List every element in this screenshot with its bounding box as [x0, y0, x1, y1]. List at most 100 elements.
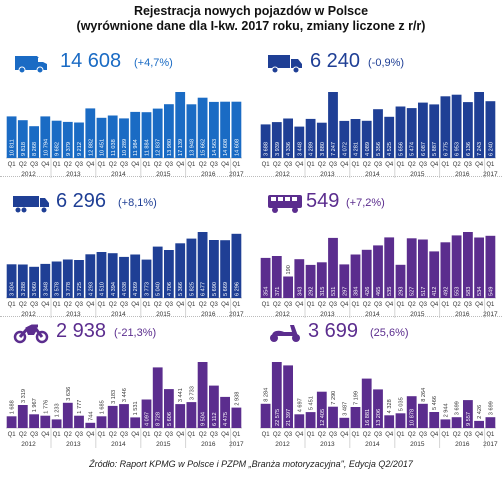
bar: [6, 264, 17, 298]
bar: [485, 101, 496, 158]
bar: [141, 259, 152, 298]
data-label: 8 728: [156, 412, 162, 426]
quarter-tick-label: Q3: [120, 162, 129, 168]
quarter-tick-label: Q1: [53, 432, 62, 438]
quarter-tick-label: Q1: [307, 162, 316, 168]
quarter-tick-label: Q1: [142, 302, 151, 308]
data-label: 5 825: [189, 282, 195, 296]
data-label: 9 379: [66, 142, 72, 156]
bar: [175, 404, 186, 428]
bar: [485, 417, 496, 428]
year-label: 2012: [21, 441, 36, 448]
bar: [350, 119, 361, 158]
quarter-tick-label: Q4: [295, 162, 304, 168]
data-label: 13 948: [189, 139, 195, 156]
panel-header: 3 699 (25,6%): [258, 318, 498, 348]
quarter-tick-label: Q3: [165, 162, 174, 168]
bar: [74, 415, 84, 428]
quarter-tick-label: Q4: [176, 302, 185, 308]
bar: [350, 254, 361, 298]
quarter-tick-label: Q3: [329, 432, 338, 438]
quarter-tick-label: Q2: [363, 162, 372, 168]
bar-chart: 3 688 Q1 3 939 Q2 4 336 Q3 3 448 Q4 4 289 Q1 3 880…: [260, 92, 498, 178]
year-label: 2012: [275, 171, 290, 178]
bar: [96, 252, 107, 298]
quarter-tick-label: Q2: [273, 162, 282, 168]
panel-vans: 14 608 (+4,7%) 10 811 Q1 9 818 Q2 8 268 Q3 10 …: [4, 48, 244, 183]
quarter-tick-label: Q4: [41, 162, 50, 168]
data-label: 6 775: [443, 142, 449, 156]
title-line-1: Rejestracja nowych pojazdów w Polsce: [133, 4, 369, 18]
bus-icon: [268, 195, 302, 213]
data-label: 492: [443, 287, 449, 296]
quarter-tick-label: Q3: [120, 432, 129, 438]
main-value: 6 296: [56, 190, 107, 212]
bar: [316, 122, 327, 158]
quarter-tick-label: Q1: [97, 302, 106, 308]
year-label: 2017: [229, 441, 244, 448]
quarter-tick-label: Q2: [453, 162, 462, 168]
quarter-tick-label: Q1: [262, 432, 271, 438]
quarter-tick-label: Q2: [154, 162, 163, 168]
year-label: 2015: [156, 441, 171, 448]
quarter-tick-label: Q1: [8, 432, 17, 438]
quarter-tick-label: Q1: [486, 162, 495, 168]
bar: [260, 403, 271, 428]
bar: [51, 419, 62, 428]
data-label: 8 264: [421, 388, 427, 402]
bar: [339, 417, 350, 428]
year-label: 2015: [410, 171, 425, 178]
bar: [271, 256, 282, 298]
data-label: 6 477: [201, 282, 207, 296]
quarter-tick-label: Q3: [75, 432, 84, 438]
quarter-tick-label: Q3: [165, 302, 174, 308]
bar: [418, 102, 428, 158]
quarter-tick-label: Q4: [475, 302, 484, 308]
data-label: 5 656: [399, 142, 405, 156]
data-label: 13 206: [376, 409, 382, 426]
bar: [316, 262, 327, 298]
bar: [74, 260, 84, 298]
data-label: 7 243: [477, 142, 483, 156]
bar: [96, 416, 107, 428]
data-label: 3 487: [342, 402, 348, 416]
quarter-tick-label: Q2: [453, 302, 462, 308]
bar: [339, 120, 350, 158]
quarter-tick-label: Q3: [329, 162, 338, 168]
year-label: 2016: [201, 311, 216, 318]
bar: [6, 416, 17, 428]
quarter-tick-label: Q3: [374, 302, 383, 308]
bar: [175, 92, 186, 158]
bar: [164, 104, 174, 158]
data-label: 315: [320, 287, 326, 296]
data-label: 11 884: [145, 139, 151, 156]
quarter-tick-label: Q3: [329, 302, 338, 308]
data-label: 6 953: [455, 142, 461, 156]
quarter-tick-label: Q4: [131, 432, 140, 438]
data-label: 3 348: [43, 282, 49, 296]
quarter-tick-label: Q2: [318, 162, 327, 168]
data-label: 13 980: [167, 139, 173, 156]
main-value: 2 938: [56, 320, 107, 342]
data-label: 5 366: [178, 282, 184, 296]
bar: [294, 414, 305, 428]
quarter-tick-label: Q1: [307, 302, 316, 308]
quarter-tick-label: Q4: [385, 432, 394, 438]
data-label: 1 685: [100, 400, 106, 414]
data-label: 3 288: [21, 282, 27, 296]
bar: [339, 264, 350, 298]
bar: [107, 405, 118, 428]
bar: [130, 417, 141, 428]
year-label: 2015: [410, 441, 425, 448]
panel-trucks: 6 240 (-0,9%) 3 688 Q1 3 939 Q2 4 336 Q3 3 448…: [258, 48, 498, 183]
bar: [186, 238, 197, 298]
quarter-tick-label: Q2: [408, 162, 417, 168]
bar: [152, 367, 163, 428]
quarter-tick-label: Q4: [295, 432, 304, 438]
main-value: 3 699: [308, 320, 359, 342]
bar: [209, 101, 219, 158]
data-label: 3 441: [178, 388, 184, 402]
data-label: 4 097: [145, 412, 151, 426]
motorcycle-icon: [13, 324, 49, 344]
data-label: 5 040: [156, 282, 162, 296]
